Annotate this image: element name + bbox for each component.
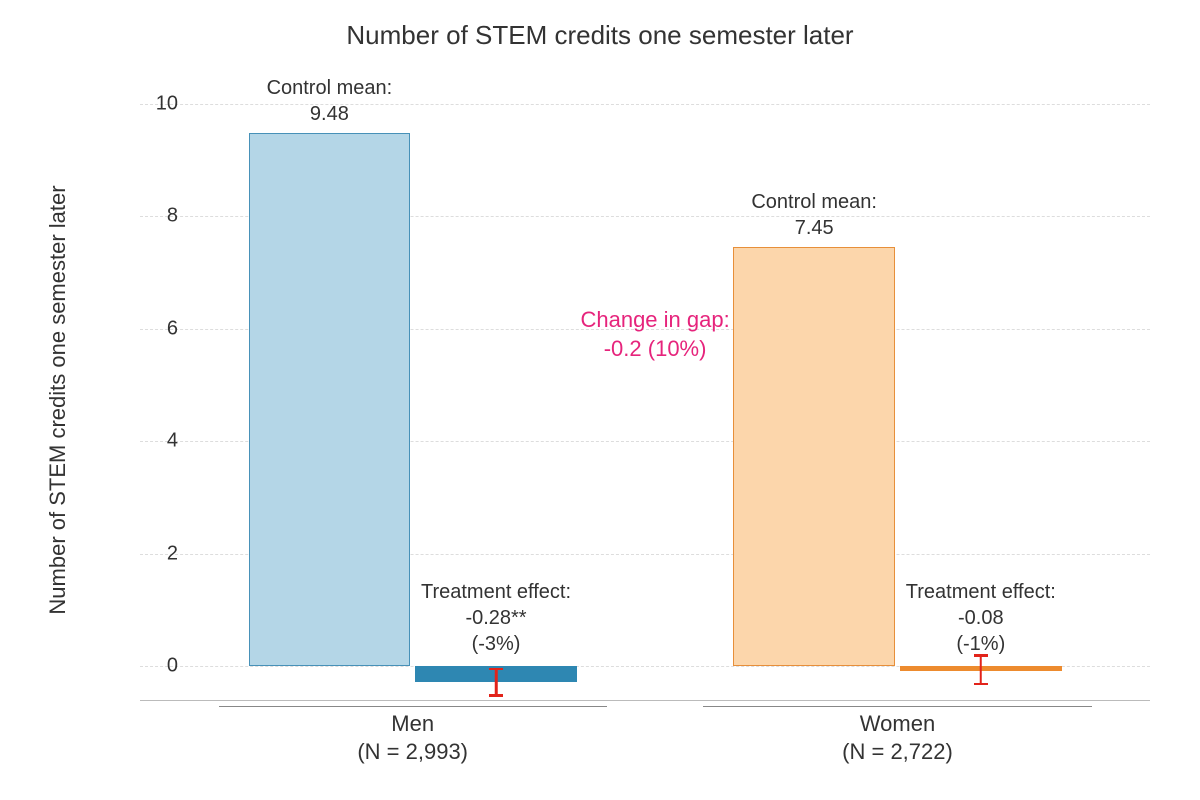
treatment-effect-annotation: Treatment effect:-0.28**(-3%) [376,579,616,657]
ytick-label: 8 [138,205,178,228]
chart-title: Number of STEM credits one semester late… [0,20,1200,51]
x-axis-segment [219,706,607,707]
x-axis-segment [703,706,1091,707]
ytick-label: 6 [138,317,178,340]
error-bar [488,669,504,696]
category-label: Women(N = 2,722) [778,710,1018,765]
ytick-label: 0 [138,655,178,678]
y-axis-label: Number of STEM credits one semester late… [45,185,71,614]
gap-change-annotation: Change in gap:-0.2 (10%) [535,306,775,363]
control-mean-annotation: Control mean:7.45 [694,189,934,241]
chart-container: Number of STEM credits one semester late… [0,0,1200,800]
plot-area: Control mean:9.48 Treatment effect:-0.28*… [140,70,1150,701]
ytick-label: 10 [138,92,178,115]
category-label: Men(N = 2,993) [293,710,533,765]
control-mean-annotation: Control mean:9.48 [209,75,449,127]
ytick-label: 2 [138,542,178,565]
treatment-effect-annotation: Treatment effect:-0.08(-1%) [861,579,1101,657]
ytick-label: 4 [138,430,178,453]
error-bar [973,655,989,684]
